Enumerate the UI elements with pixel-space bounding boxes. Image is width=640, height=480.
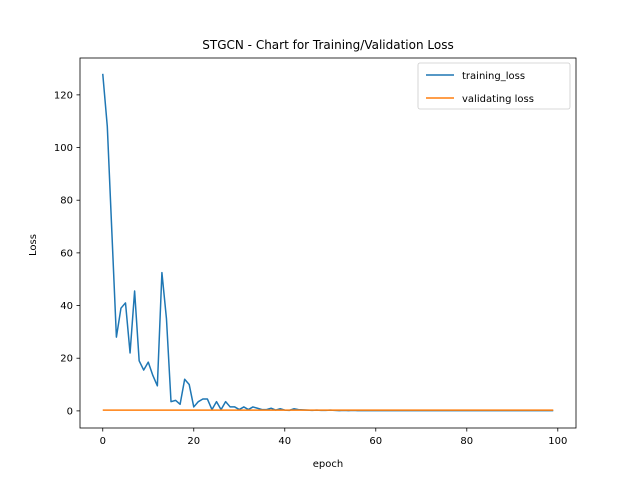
- legend-box: [417, 62, 571, 110]
- x-tick-label: 0: [100, 436, 106, 447]
- x-axis-label: epoch: [313, 459, 343, 470]
- x-tick-label: 20: [187, 436, 200, 447]
- y-tick-label: 60: [60, 248, 73, 259]
- x-tick-label: 40: [278, 436, 291, 447]
- y-tick-label: 120: [54, 90, 73, 101]
- chart-title: STGCN - Chart for Training/Validation Lo…: [202, 38, 453, 52]
- x-tick-label: 60: [369, 436, 382, 447]
- y-axis-label: Loss: [28, 234, 39, 256]
- y-tick-label: 40: [60, 301, 73, 312]
- x-axis: 0 20 40 60 80 100: [100, 428, 567, 447]
- legend-label-validating-loss: validating loss: [462, 94, 534, 105]
- y-tick-label: 100: [54, 143, 73, 154]
- y-axis: 0 20 40 60 80 100 120: [54, 90, 80, 417]
- y-tick-label: 20: [60, 354, 73, 365]
- y-tick-label: 0: [67, 406, 73, 417]
- plot-area: [79, 57, 577, 429]
- x-tick-label: 80: [460, 436, 473, 447]
- x-tick-label: 100: [548, 436, 567, 447]
- y-tick-label: 80: [60, 196, 73, 207]
- legend-label-training-loss: training_loss: [462, 71, 525, 82]
- legend: training_loss validating loss: [417, 62, 571, 110]
- plot-frame: [79, 57, 577, 429]
